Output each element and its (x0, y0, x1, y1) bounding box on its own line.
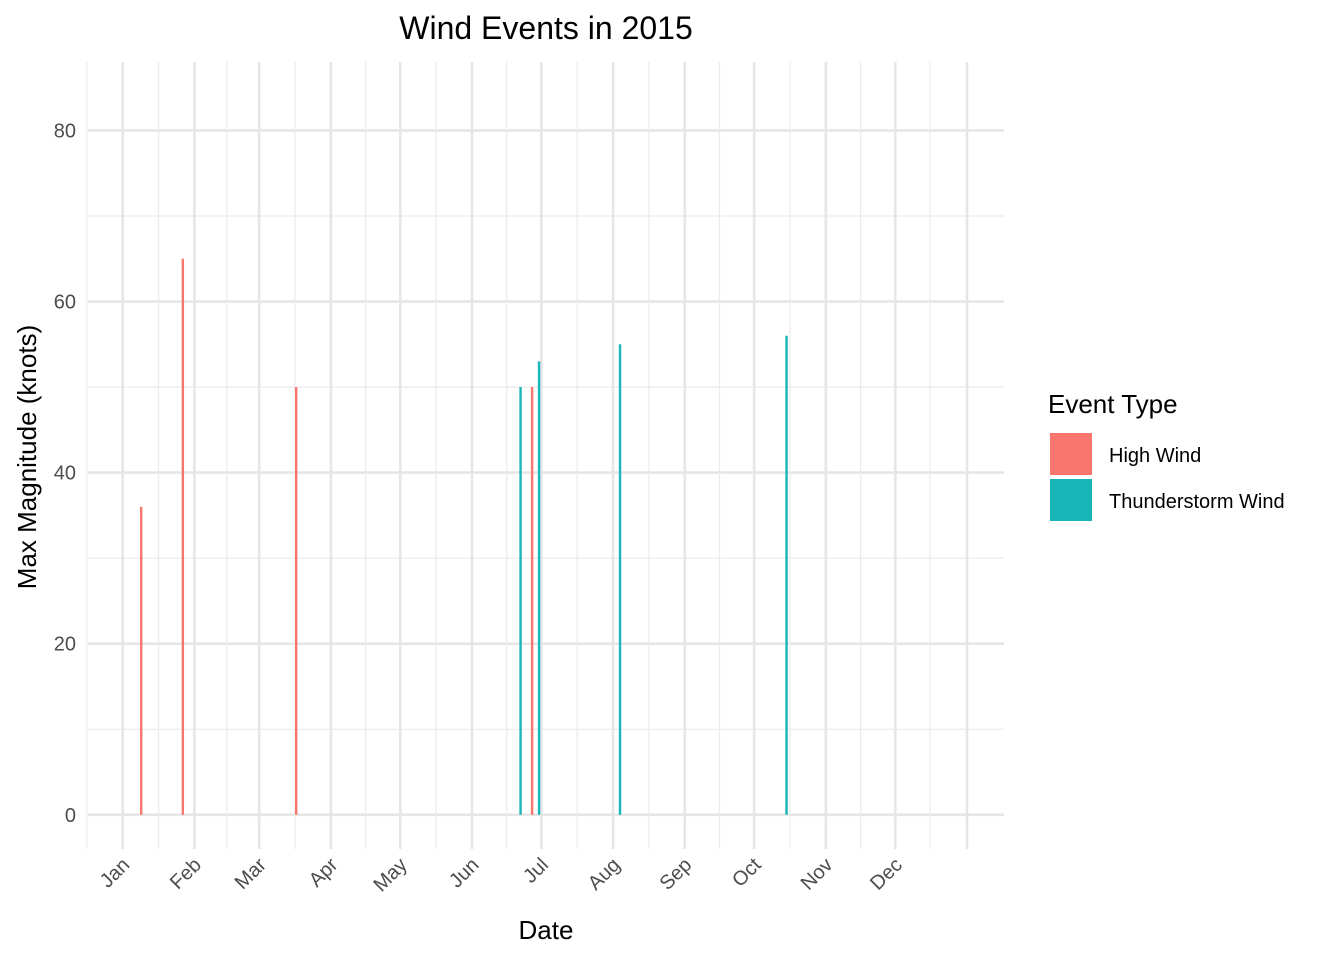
bar-thunderstorm-wind (618, 344, 622, 815)
y-axis-ticks: 0 20 40 60 80 (54, 120, 76, 826)
x-tick-label: Jun (445, 854, 483, 892)
x-tick-label: Feb (166, 854, 206, 894)
bar-thunderstorm-wind (537, 361, 541, 815)
legend-swatch (1050, 433, 1092, 475)
legend-label: High Wind (1109, 445, 1201, 467)
bar-thunderstorm-wind (785, 335, 788, 815)
legend: Event Type High Wind Thunderstorm Wind (1048, 389, 1285, 521)
x-axis-title: Date (519, 915, 574, 945)
y-tick-label: 40 (54, 463, 76, 485)
bars (140, 258, 788, 815)
bar-high-wind (181, 258, 185, 815)
grid (86, 62, 1004, 849)
bar-high-wind (140, 506, 143, 815)
bar-high-wind (530, 387, 534, 815)
y-tick-label: 60 (54, 292, 76, 314)
y-tick-label: 0 (65, 805, 76, 827)
x-tick-label: Dec (866, 854, 907, 895)
x-tick-label: Aug (584, 854, 625, 895)
legend-title: Event Type (1048, 389, 1178, 419)
x-tick-label: Oct (728, 854, 766, 892)
x-tick-label: Mar (231, 854, 271, 894)
x-tick-label: Sep (656, 854, 697, 895)
x-tick-label: Jul (519, 854, 553, 888)
y-tick-label: 20 (54, 634, 76, 656)
x-tick-label: Nov (797, 854, 838, 895)
x-tick-label: May (370, 854, 412, 896)
legend-label: Thunderstorm Wind (1109, 491, 1285, 513)
y-tick-label: 80 (54, 120, 76, 142)
bar-thunderstorm-wind (519, 387, 522, 815)
y-axis-title: Max Magnitude (knots) (12, 325, 42, 589)
bar-high-wind (294, 387, 298, 815)
x-tick-label: Jan (96, 854, 134, 892)
x-axis-ticks: Jan Feb Mar Apr May Jun Jul Aug Sep Oct Nov Dec (96, 854, 907, 897)
chart-title: Wind Events in 2015 (399, 10, 693, 46)
x-tick-label: Apr (305, 854, 343, 892)
legend-swatch (1050, 479, 1092, 521)
